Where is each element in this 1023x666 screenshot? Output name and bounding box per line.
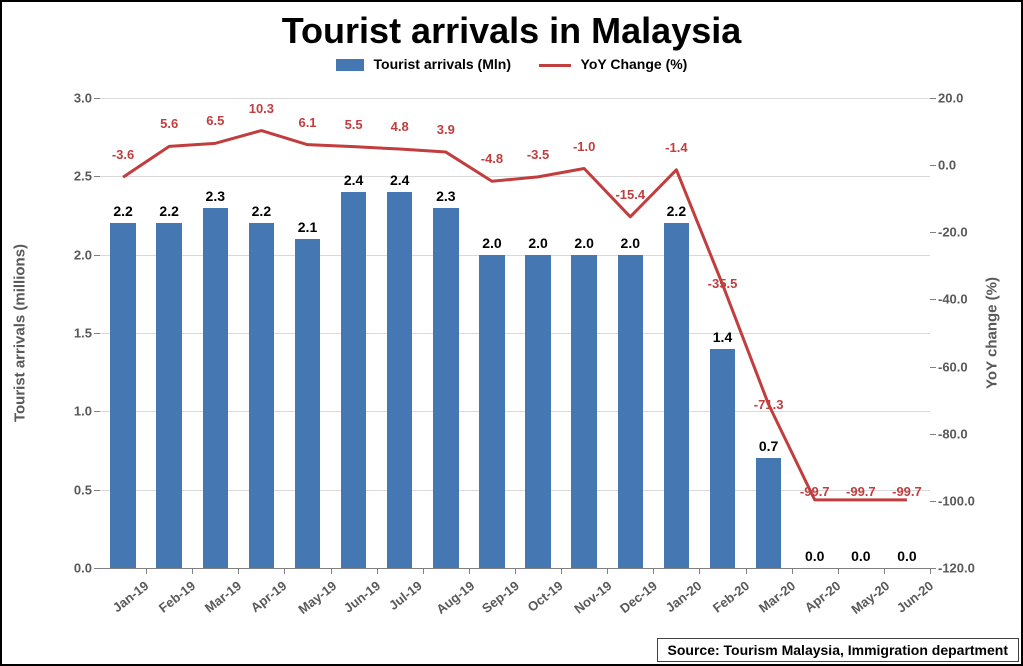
legend-bar-swatch xyxy=(336,59,364,71)
legend: Tourist arrivals (Mln) YoY Change (%) xyxy=(2,56,1021,72)
y-right-tick: -20.0 xyxy=(938,225,968,240)
line-label: -35.5 xyxy=(708,276,738,291)
y-left-tick: 0.5 xyxy=(74,482,92,497)
x-tick-label: Jun-19 xyxy=(340,578,382,616)
line-label: -3.5 xyxy=(527,147,549,162)
x-tick-label: Apr-19 xyxy=(248,578,290,615)
line-label: -1.4 xyxy=(665,140,687,155)
x-tick-label: Nov-19 xyxy=(571,578,614,617)
x-tick-label: Aug-19 xyxy=(433,578,477,617)
y-left-tick: 1.5 xyxy=(74,326,92,341)
y-right-tick: -100.0 xyxy=(938,493,975,508)
line-label: -99.7 xyxy=(846,484,876,499)
line-label: -99.7 xyxy=(800,484,830,499)
legend-line-label: YoY Change (%) xyxy=(581,56,688,72)
x-tick-label: Jan-20 xyxy=(663,578,705,615)
line-label: -15.4 xyxy=(615,187,645,202)
y-left-tick: 2.0 xyxy=(74,247,92,262)
y-right-tick: -40.0 xyxy=(938,292,968,307)
x-tick-label: Dec-19 xyxy=(617,578,660,616)
line-label: 5.6 xyxy=(160,116,178,131)
x-tick-label: Feb-19 xyxy=(156,578,198,616)
plot-area: 2.22.22.32.22.12.42.42.32.02.02.02.02.21… xyxy=(100,98,930,568)
x-tick-label: May-19 xyxy=(295,578,339,617)
x-tick-label: Mar-19 xyxy=(202,578,244,616)
y-right-tick: 0.0 xyxy=(938,158,956,173)
line-label: -99.7 xyxy=(892,484,922,499)
y-right-tick: -80.0 xyxy=(938,426,968,441)
y-right-tick: -60.0 xyxy=(938,359,968,374)
x-tick-label: Mar-20 xyxy=(755,578,797,616)
chart-container: Tourist arrivals in Malaysia Tourist arr… xyxy=(0,0,1023,666)
chart-title: Tourist arrivals in Malaysia xyxy=(2,2,1021,52)
x-tick-label: Jan-19 xyxy=(110,578,152,615)
line-label: 6.5 xyxy=(206,113,224,128)
y-right-tick: -120.0 xyxy=(938,561,975,576)
y-left-tick: 3.0 xyxy=(74,91,92,106)
y-right-tick: 20.0 xyxy=(938,91,963,106)
x-tick-label: Oct-19 xyxy=(525,578,566,615)
line-label: -3.6 xyxy=(112,147,134,162)
legend-bar-label: Tourist arrivals (Mln) xyxy=(374,56,511,72)
legend-line: YoY Change (%) xyxy=(539,56,687,72)
line-label: 10.3 xyxy=(249,101,274,116)
line-label: 6.1 xyxy=(298,115,316,130)
y-axis-left: 0.00.51.01.52.02.53.0 xyxy=(2,98,92,568)
y-left-tick: 0.0 xyxy=(74,561,92,576)
line-label: -71.3 xyxy=(754,397,784,412)
y-axis-right: -120.0-100.0-80.0-60.0-40.0-20.00.020.0 xyxy=(938,98,998,568)
line-label: 3.9 xyxy=(437,122,455,137)
line-label: -4.8 xyxy=(481,151,503,166)
legend-line-swatch xyxy=(539,64,571,67)
y-left-tick: 2.5 xyxy=(74,169,92,184)
x-tick-label: Jul-19 xyxy=(386,578,425,613)
x-tick-label: Feb-20 xyxy=(709,578,751,616)
y-left-tick: 1.0 xyxy=(74,404,92,419)
x-tick-label: Jun-20 xyxy=(894,578,936,616)
line-label: 4.8 xyxy=(391,119,409,134)
x-tick-label: Sep-19 xyxy=(479,578,522,616)
line-label: -1.0 xyxy=(573,139,595,154)
source-text: Source: Tourism Malaysia, Immigration de… xyxy=(657,638,1019,662)
x-tick-label: Apr-20 xyxy=(801,578,843,615)
x-tick-label: May-20 xyxy=(848,578,892,617)
legend-bar: Tourist arrivals (Mln) xyxy=(336,56,511,72)
line-label: 5.5 xyxy=(345,117,363,132)
